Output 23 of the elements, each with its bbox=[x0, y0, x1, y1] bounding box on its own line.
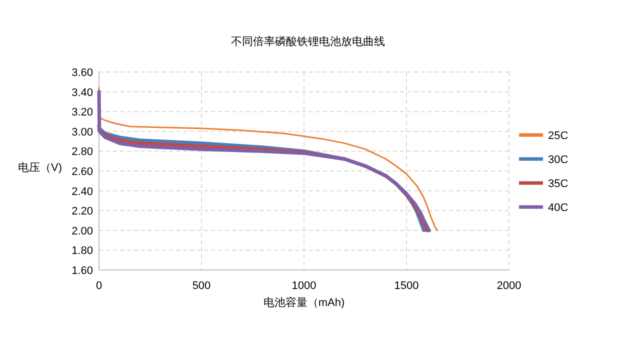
x-tick-label: 1500 bbox=[394, 280, 419, 292]
y-tick-label: 3.60 bbox=[72, 67, 93, 79]
y-tick-label: 3.00 bbox=[72, 126, 93, 138]
legend-label: 30C bbox=[548, 154, 568, 166]
legend-label: 35C bbox=[548, 178, 568, 190]
y-tick-label: 2.20 bbox=[72, 206, 93, 218]
y-tick-label: 2.40 bbox=[72, 186, 93, 198]
y-tick-label: 1.60 bbox=[72, 265, 93, 277]
y-tick-label: 3.40 bbox=[72, 86, 93, 99]
chart-title: 不同倍率磷酸铁锂电池放电曲线 bbox=[231, 35, 385, 48]
y-tick-label: 2.00 bbox=[72, 225, 93, 238]
y-tick-label: 3.20 bbox=[72, 106, 93, 119]
x-tick-label: 0 bbox=[96, 280, 102, 292]
x-tick-label: 1000 bbox=[292, 280, 316, 292]
y-tick-label: 1.80 bbox=[72, 245, 93, 258]
x-tick-label: 500 bbox=[192, 280, 211, 292]
x-axis-title: 电池容量（mAh) bbox=[263, 296, 345, 309]
x-tick-label: 2000 bbox=[496, 280, 522, 292]
y-axis-title: 电压（V) bbox=[18, 161, 62, 174]
legend-label: 40C bbox=[548, 202, 568, 214]
y-tick-label: 2.60 bbox=[72, 166, 93, 178]
legend-label: 25C bbox=[548, 130, 568, 142]
y-tick-label: 2.80 bbox=[72, 146, 93, 158]
